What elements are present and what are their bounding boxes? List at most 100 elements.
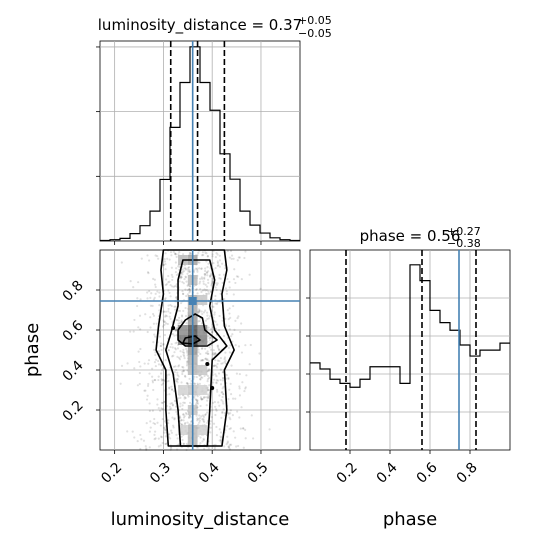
joint-sample-point [221,400,224,403]
joint-xtick-label: 0.4 [196,460,223,487]
joint-sample-point [189,423,192,426]
joint-sample-point [214,302,217,305]
joint-sample-point [229,409,232,412]
joint-sample-point [217,346,220,349]
joint-sample-point [242,427,245,430]
joint-sample-point [236,410,239,413]
joint-sample-point [216,344,220,347]
joint-sample-point [216,390,219,393]
joint-sample-point [179,275,182,278]
joint-sample-point [200,267,203,270]
joint-sample-point [157,350,161,353]
joint-sample-point [207,281,210,285]
joint-sample-point [196,417,199,420]
joint-sample-point [197,348,200,351]
joint-sample-point [210,331,214,334]
joint-sample-point [157,363,161,366]
joint-density-cell [178,335,188,345]
joint-sample-point [199,352,202,356]
joint-sample-point [214,256,217,259]
joint-outliers [171,326,215,390]
joint-sample-point [234,436,237,439]
joint-sample-point [204,413,207,416]
joint-sample-point [180,419,183,422]
ld-hist-frame [99,40,301,242]
joint-sample-point [179,416,182,419]
joint-sample-point [197,311,200,314]
joint-sample-point [211,353,214,356]
joint-sample-point [213,353,216,356]
joint-sample-point [198,421,201,424]
joint-sample-point [219,378,222,382]
joint-sample-point [138,360,141,364]
joint-sample-point [206,350,209,353]
joint-sample-point [239,427,242,430]
joint-sample-point [148,372,151,375]
joint-sample-point [186,272,189,275]
joint-sample-point [145,447,148,450]
joint-sample-point [163,420,167,423]
joint-sample-point [174,308,177,311]
joint-sample-point [151,379,154,382]
joint-sample-point [193,284,196,287]
joint-sample-point [185,322,188,325]
joint-sample-point [185,280,188,283]
joint-sample-point [202,419,205,422]
joint-sample-point [163,347,166,350]
joint-sample-point [186,289,190,292]
joint-sample-point [186,268,189,271]
joint-sample-point [170,273,173,276]
joint-sample-point [215,302,219,306]
joint-sample-point [197,311,200,314]
joint-sample-point [160,372,163,375]
joint-sample-point [148,289,151,293]
joint-outlier-point [205,362,210,366]
joint-sample-point [151,312,155,316]
joint-sample-point [160,383,163,386]
joint-sample-point [227,318,230,321]
joint-sample-point [188,289,192,292]
joint-sample-point [159,444,162,447]
joint-sample-point [214,359,217,362]
joint-sample-point [171,275,174,278]
joint-sample-point [169,402,172,405]
joint-sample-point [167,281,170,284]
joint-sample-point [164,252,167,255]
joint-sample-point [159,409,162,412]
joint-sample-point [186,293,190,296]
joint-sample-point [219,289,222,292]
joint-sample-point [221,387,224,390]
joint-sample-point [248,273,251,276]
joint-sample-point [161,367,165,370]
joint-sample-point [207,352,210,356]
joint-density-cell [178,385,188,395]
joint-sample-point [204,272,207,276]
joint-ytick-label: 0.4 [60,358,87,385]
joint-sample-point [239,330,242,334]
joint-sample-point [206,314,209,317]
joint-sample-point [248,363,251,366]
joint-sample-point [144,445,147,448]
joint-sample-point [221,376,225,380]
joint-sample-point [229,249,233,253]
joint-sample-point [160,378,163,381]
joint-sample-point [168,258,171,261]
joint-sample-point [240,278,243,281]
joint-sample-point [179,422,183,426]
joint-sample-point [212,353,216,356]
joint-sample-point [212,261,215,265]
joint-sample-point [159,353,162,356]
joint-sample-point [228,324,231,328]
joint-sample-point [209,426,212,429]
joint-sample-point [201,359,204,362]
joint-sample-point [167,419,170,422]
joint-sample-point [139,433,142,437]
joint-sample-point [145,398,149,401]
joint-sample-point [213,446,216,449]
joint-sample-point [223,361,226,364]
joint-sample-point [194,398,197,401]
joint-sample-point [240,406,243,409]
joint-sample-point [171,332,174,336]
joint-sample-point [211,281,214,285]
joint-sample-point [215,434,219,437]
